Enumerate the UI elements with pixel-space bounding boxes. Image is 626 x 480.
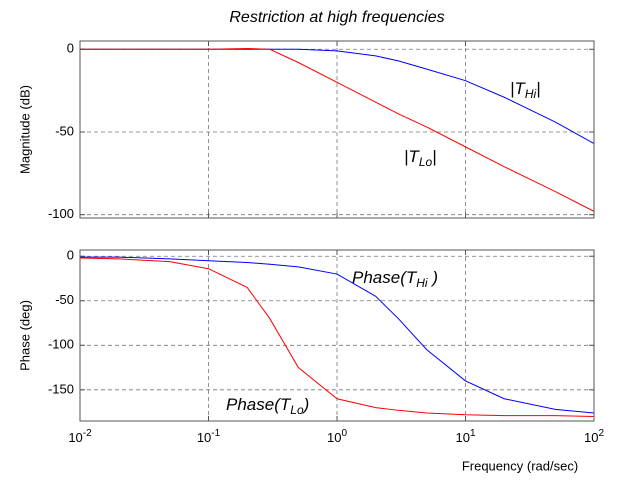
annotation: |TLo| xyxy=(404,147,437,169)
y-tick-label: -100 xyxy=(48,206,74,221)
chart-title: Restriction at high frequencies xyxy=(229,9,444,26)
annotation-base: T xyxy=(406,268,418,287)
x-tick-base: 10 xyxy=(197,430,211,445)
plot-frame xyxy=(79,40,595,219)
x-tick-base: 10 xyxy=(327,430,341,445)
annotation: Phase(THi ) xyxy=(352,268,438,290)
y-axis-label: Magnitude (dB) xyxy=(17,85,32,174)
x-tick-exponent: 1 xyxy=(470,428,476,439)
annotation-suffix: ) xyxy=(428,268,438,287)
y-axis-label: Phase (deg) xyxy=(17,300,32,371)
plot-frame xyxy=(79,249,595,422)
annotation-base: T xyxy=(514,79,526,98)
x-tick-label: 10-1 xyxy=(197,428,221,446)
y-tick-label: -50 xyxy=(55,123,74,138)
x-tick-exponent: 0 xyxy=(341,428,347,439)
annotation-base: T xyxy=(280,395,292,414)
series-line xyxy=(80,47,595,212)
y-tick-label: 0 xyxy=(67,248,74,263)
annotation-sub: Lo xyxy=(290,403,304,417)
annotation-base: T xyxy=(408,147,420,166)
annotation-prefix: | xyxy=(510,79,514,98)
annotation-suffix: ) xyxy=(302,395,310,414)
x-tick-base: 10 xyxy=(584,430,598,445)
annotation-sub: Hi xyxy=(416,276,428,290)
x-tick-label: 100 xyxy=(327,428,347,446)
annotation-suffix: | xyxy=(536,79,540,98)
x-axis-label: Frequency (rad/sec) xyxy=(462,458,578,473)
annotation-prefix: Phase( xyxy=(352,268,408,287)
y-tick-label: -150 xyxy=(48,381,74,396)
annotation-prefix: | xyxy=(404,147,408,166)
annotation: |THi| xyxy=(510,79,541,101)
x-tick-base: 10 xyxy=(68,430,82,445)
series-line xyxy=(79,257,595,418)
annotation-suffix: | xyxy=(432,147,436,166)
x-tick-exponent: 2 xyxy=(598,428,604,439)
annotation: Phase(TLo) xyxy=(226,395,309,417)
y-tick-label: 0 xyxy=(67,41,74,56)
series-line xyxy=(80,256,595,414)
y-tick-label: -50 xyxy=(55,292,74,307)
annotation-sub: Lo xyxy=(419,155,433,169)
x-tick-exponent: -2 xyxy=(83,428,92,439)
x-tick-exponent: -1 xyxy=(211,428,220,439)
y-tick-label: -100 xyxy=(48,337,74,352)
annotation-prefix: Phase( xyxy=(226,395,282,414)
x-tick-label: 101 xyxy=(455,428,475,446)
x-tick-base: 10 xyxy=(455,430,469,445)
x-tick-label: 102 xyxy=(584,428,604,446)
x-tick-label: 10-2 xyxy=(68,428,92,446)
annotation-sub: Hi xyxy=(525,87,537,101)
